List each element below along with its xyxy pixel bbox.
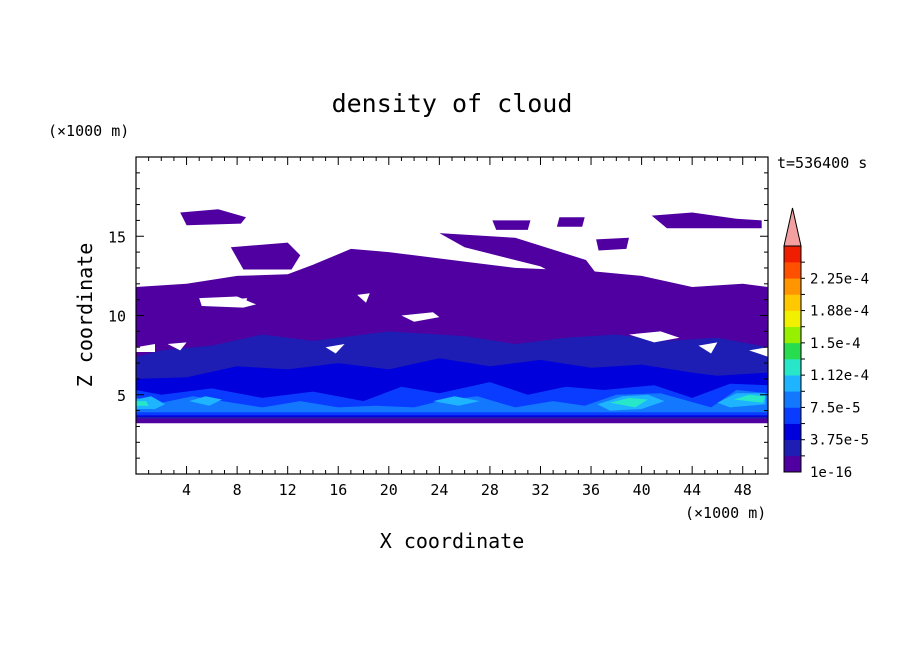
colorbar-segment [784, 375, 801, 392]
x-axis-label: X coordinate [380, 529, 525, 553]
x-axis-ticks: 4 8 12 16 20 24 28 32 36 40 44 48 [148, 157, 756, 499]
clear-air-gap [401, 312, 440, 322]
chart-title: density of cloud [332, 89, 573, 118]
colorbar-label: 3.75e-5 [810, 433, 869, 449]
contour-region-level-6 [610, 397, 648, 408]
colorbar-segment [784, 326, 801, 344]
colorbar-segment [784, 262, 801, 279]
colorbar-segment [784, 423, 801, 441]
x-tick-label: 32 [531, 481, 549, 499]
x-tick-label: 36 [582, 481, 600, 499]
x-unit-label: (×1000 m) [685, 504, 766, 522]
contour-region-level-0 [596, 237, 629, 251]
colorbar-segment [784, 391, 801, 408]
colorbar-segment [784, 359, 801, 376]
y-axis-label: Z coordinate [73, 243, 97, 388]
x-tick-label: 24 [430, 481, 448, 499]
contour-region-level-6 [136, 401, 149, 406]
colorbar-segment [784, 246, 801, 263]
clear-air-gap [230, 298, 248, 306]
colorbar-segment [784, 455, 801, 473]
x-tick-label: 8 [233, 481, 242, 499]
clear-air-gap [629, 331, 680, 343]
y-axis-ticks: 5 10 15 [108, 172, 768, 459]
contour-region-level-0 [492, 220, 531, 230]
colorbar-segment [784, 278, 801, 295]
contour-field [136, 209, 768, 424]
contour-region-level-5 [189, 396, 222, 406]
clear-air-gap [136, 344, 155, 352]
y-unit-label: (×1000 m) [48, 122, 129, 140]
x-tick-label: 20 [380, 481, 398, 499]
colorbar-segment [784, 342, 801, 360]
colorbar-over-arrow [783, 207, 802, 247]
contour-region-level-0 [556, 217, 585, 227]
clear-air-gap [698, 342, 718, 354]
colorbar-label: 1.88e-4 [810, 304, 869, 320]
time-label: t=536400 s [777, 154, 867, 172]
colorbar-label: 2.25e-4 [810, 271, 869, 287]
x-tick-label: 40 [633, 481, 651, 499]
contour-region-level-5 [136, 396, 166, 409]
y-tick-label: 10 [108, 308, 126, 326]
colorbar-segment [784, 407, 801, 424]
x-tick-label: 28 [481, 481, 499, 499]
colorbar-label: 1.12e-4 [810, 368, 869, 384]
clear-air-gap [357, 293, 370, 303]
colorbar-segment [784, 310, 801, 328]
y-tick-label: 15 [108, 228, 126, 246]
colorbar-segment [784, 439, 801, 457]
x-tick-label: 48 [734, 481, 752, 499]
colorbar-label: 7.5e-5 [810, 400, 861, 416]
x-tick-label: 12 [279, 481, 297, 499]
x-tick-label: 4 [182, 481, 191, 499]
x-tick-label: 44 [683, 481, 701, 499]
x-tick-label: 16 [329, 481, 347, 499]
contour-region-level-0 [180, 209, 246, 226]
clear-air-gap [749, 347, 768, 357]
clear-air-gap [325, 344, 345, 354]
colorbar: 2.25e-4 1.88e-4 1.5e-4 1.12e-4 7.5e-5 3.75e-5… [783, 207, 869, 481]
contour-region-level-0 [651, 212, 762, 229]
colorbar-label: 1.5e-4 [810, 336, 861, 352]
contour-region-level-5 [433, 396, 480, 406]
contour-region-level-0 [230, 242, 301, 270]
colorbar-segment [784, 294, 801, 311]
clear-air-gap [167, 342, 187, 351]
contour-region-level-0 [439, 233, 610, 297]
contour-region-level-6 [733, 394, 766, 403]
colorbar-label: 1e-16 [810, 465, 852, 481]
y-tick-label: 5 [117, 387, 126, 405]
